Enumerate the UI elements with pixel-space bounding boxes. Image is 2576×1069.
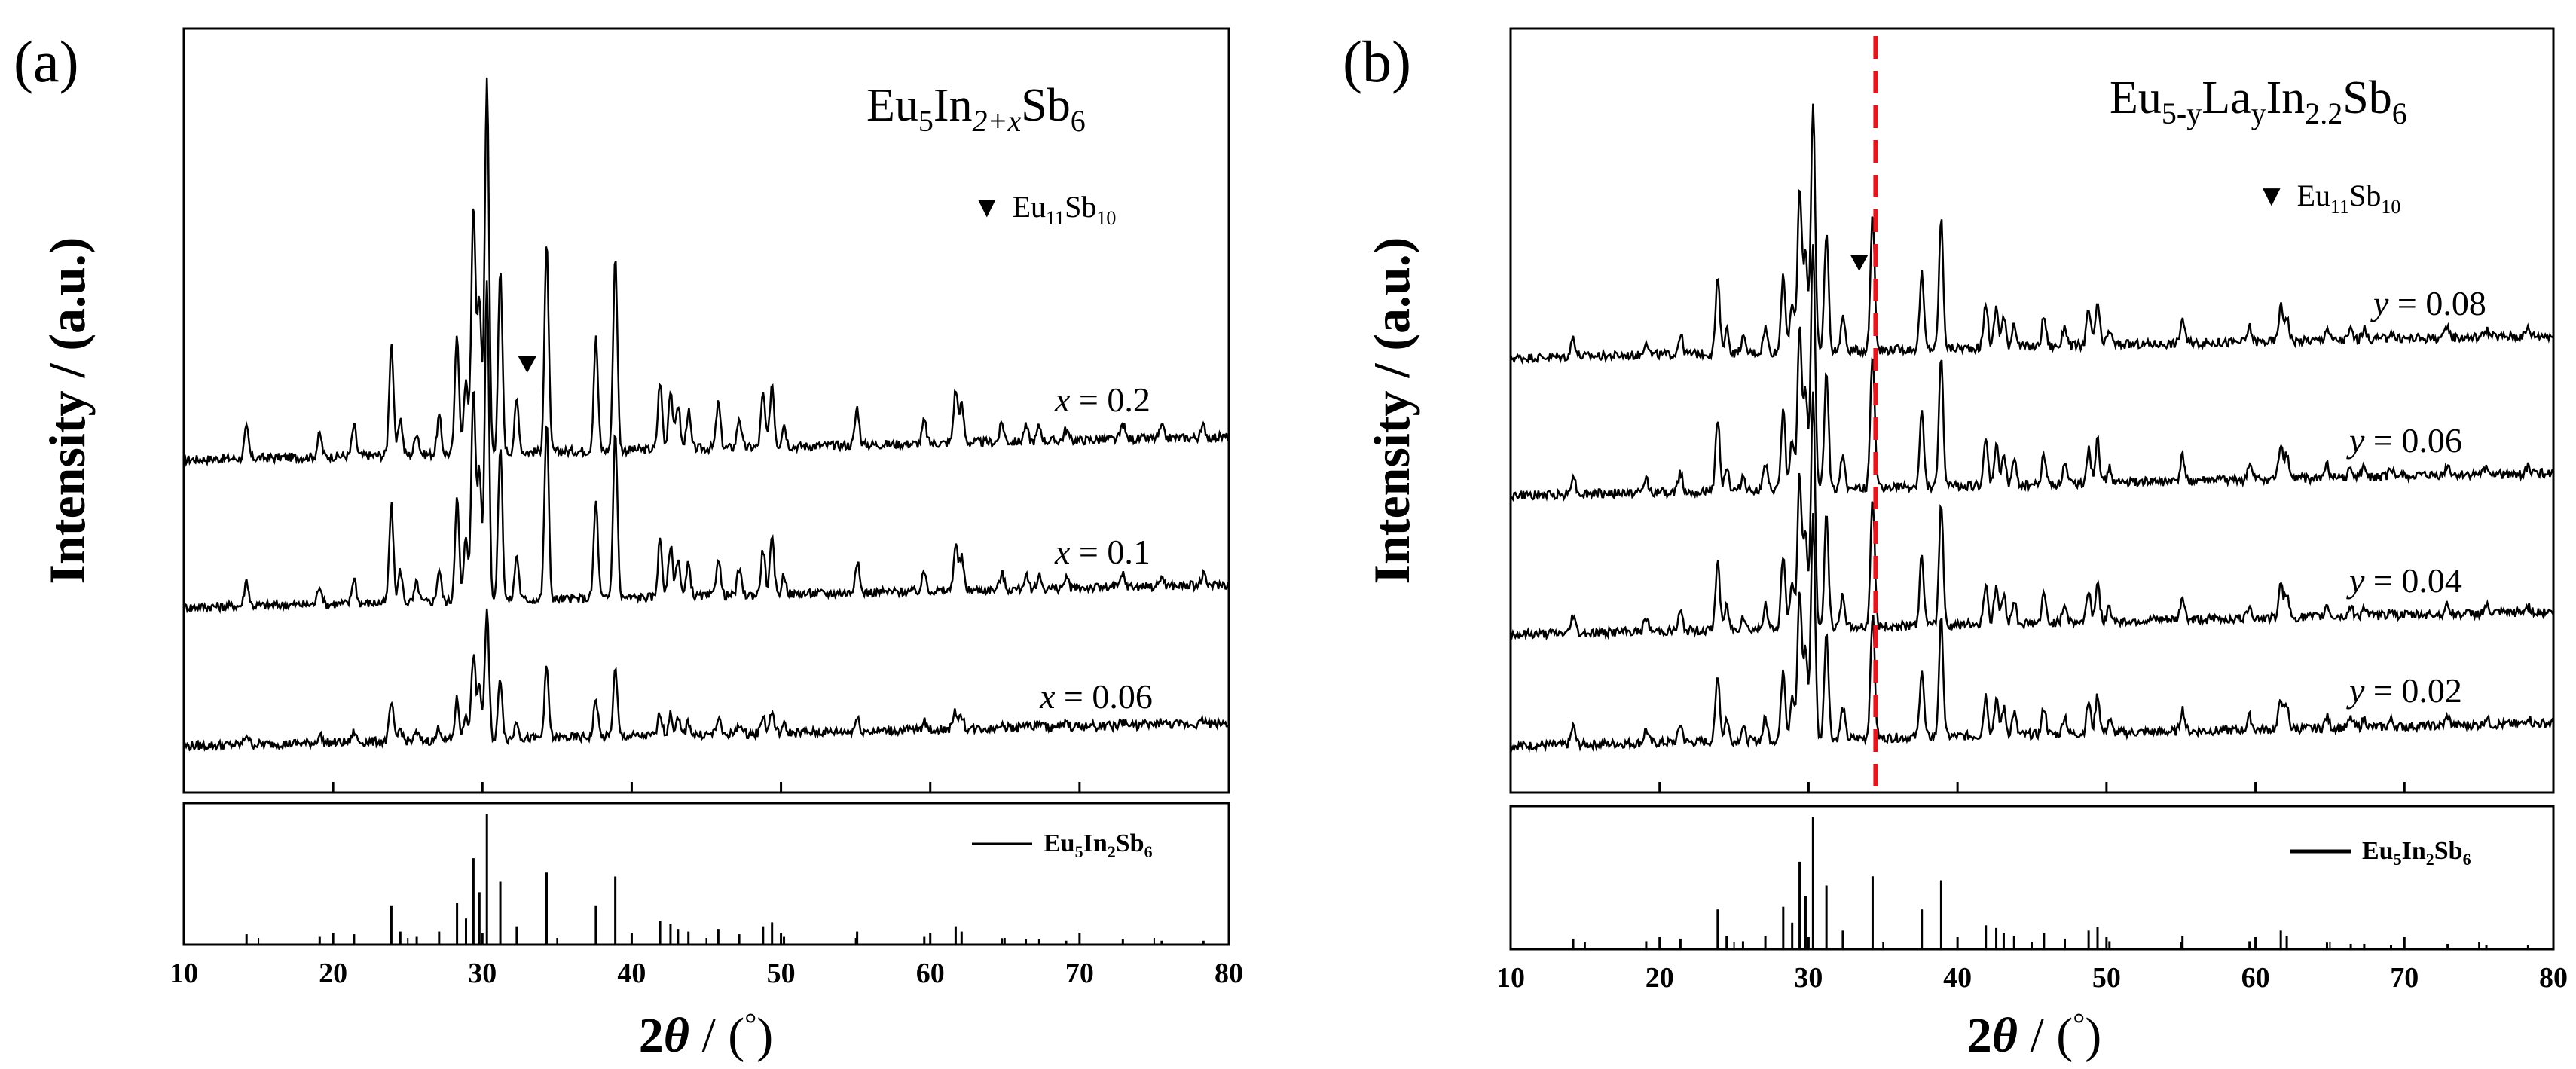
diffraction-trace [183, 77, 1230, 467]
panel-a-reference-label: Eu5In2Sb6 [1044, 829, 1153, 861]
x-tick-label: 10 [1496, 962, 1525, 994]
panel-a-reference-legend: Eu5In2Sb6 [972, 829, 1153, 861]
x-tick-label: 70 [2390, 962, 2419, 994]
trace-label-y-0.06: y = 0.06 [2346, 421, 2462, 460]
diffraction-trace [1510, 244, 2554, 502]
impurity-marker [518, 356, 536, 373]
trace-label-y-0.08: y = 0.08 [2370, 284, 2486, 322]
x-tick-label: 50 [767, 958, 796, 989]
panel-a-label: (a) [14, 29, 79, 94]
panel-a-ylabel: Intensity / (a.u.) [38, 237, 96, 585]
x-tick-label: 10 [170, 958, 198, 989]
diffraction-trace [1509, 103, 2555, 365]
impurity-marker [1850, 255, 1869, 271]
panel-b-reference-label: Eu5In2Sb6 [2362, 837, 2471, 869]
trace-label-x-0.1: x = 0.1 [1054, 533, 1150, 571]
x-tick-label: 80 [1215, 958, 1243, 989]
x-tick-label: 50 [2092, 962, 2121, 994]
panel-b-label: (b) [1343, 29, 1411, 94]
panel-b-xlabel: 2θ / (°) [1967, 1006, 2102, 1063]
diffraction-trace [182, 280, 1230, 615]
x-tick-label: 60 [2241, 962, 2270, 994]
triangle-marker-icon: ▼ [972, 190, 1002, 224]
x-tick-label: 80 [2539, 962, 2568, 994]
panel-a-xlabel: 2θ / (°) [639, 1006, 774, 1063]
diffraction-trace [1509, 391, 2555, 641]
diffraction-trace [182, 608, 1230, 752]
x-tick-label: 30 [1794, 962, 1823, 994]
panel-b-reference-legend: Eu5In2Sb6 [2290, 837, 2471, 869]
panel-a-data: 10 20 30 40 50 60 70 80 [170, 77, 1243, 989]
trace-label-x-0.06: x = 0.06 [1039, 677, 1153, 716]
x-tick-label: 20 [319, 958, 347, 989]
triangle-marker-icon: ▼ [2257, 179, 2287, 212]
panel-b-reference-frame [1509, 805, 2555, 951]
x-tick-label: 30 [468, 958, 497, 989]
panel-b-data: 10 20 30 40 50 60 70 80 [1496, 36, 2568, 994]
x-tick-label: 70 [1065, 958, 1094, 989]
trace-label-y-0.04: y = 0.04 [2346, 561, 2462, 600]
x-tick-label: 40 [617, 958, 646, 989]
x-tick-label: 40 [1943, 962, 1972, 994]
panel-a-impurity-legend: ▼ Eu11Sb10 [972, 190, 1116, 229]
panel-a: (a) Intensity / (a.u.) Eu5In2+xSb6 ▼ Eu11… [14, 27, 1243, 1063]
x-tick-label: 20 [1646, 962, 1674, 994]
trace-label-x-0.2: x = 0.2 [1054, 380, 1150, 419]
trace-label-y-0.02: y = 0.02 [2346, 671, 2462, 710]
diffraction-trace [1509, 513, 2555, 753]
panel-b-ylabel: Intensity / (a.u.) [1363, 237, 1420, 585]
panel-a-main-frame [182, 27, 1230, 794]
panel-b-title: Eu5-yLayIn2.2Sb6 [2110, 72, 2407, 130]
panel-b-main-frame [1509, 27, 2555, 794]
x-tick-label: 60 [916, 958, 945, 989]
panel-b-impurity-legend: ▼ Eu11Sb10 [2257, 179, 2400, 218]
panel-a-reference-frame [182, 802, 1230, 946]
panel-b: (b) Intensity / (a.u.) Eu5-yLayIn2.2Sb6 … [1343, 27, 2568, 1063]
panel-a-title: Eu5In2+xSb6 [866, 80, 1086, 138]
